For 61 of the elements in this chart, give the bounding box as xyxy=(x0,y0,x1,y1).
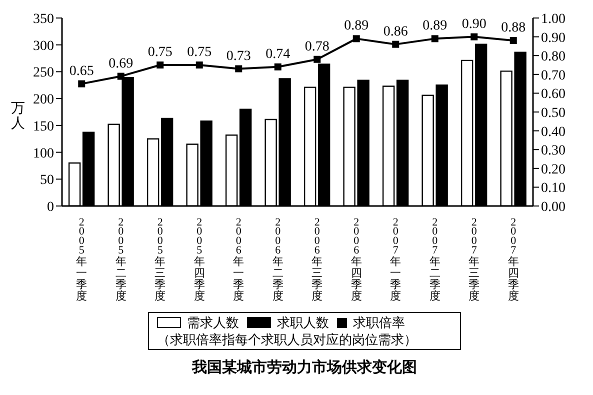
data-label: 0.75 xyxy=(187,45,212,60)
x-tick-label: 2007年四季度 xyxy=(508,216,519,303)
y-tick-label: 100 xyxy=(33,146,54,162)
data-label: 0.90 xyxy=(462,16,486,32)
y2-tick-label: 0.40 xyxy=(541,124,566,140)
x-tick-label: 2007年二季度 xyxy=(429,216,440,303)
y-tick-label: 300 xyxy=(33,38,54,54)
y2-tick-label: 0.90 xyxy=(541,30,566,46)
x-tick-label: 2005年三季度 xyxy=(154,216,166,303)
point xyxy=(314,56,321,63)
data-label: 0.89 xyxy=(344,18,369,34)
data-label: 0.69 xyxy=(108,56,134,72)
x-tick-label: 2007年三季度 xyxy=(468,216,480,303)
point xyxy=(470,33,478,40)
y-axis-title: 万人 xyxy=(11,102,25,132)
point xyxy=(196,62,203,68)
y2-tick-label: 1.00 xyxy=(541,12,566,27)
legend-label: 求职人数 xyxy=(277,314,329,331)
x-tick-label: 2005年一季度 xyxy=(76,216,88,303)
data-label: 0.75 xyxy=(148,45,172,60)
point xyxy=(431,35,438,42)
text: （求职倍率指每个求职人员对应的岗位需求） xyxy=(157,332,417,347)
point xyxy=(510,37,517,44)
point xyxy=(78,80,86,88)
data-label: 0.73 xyxy=(226,48,251,64)
data-label: 0.74 xyxy=(266,46,290,62)
y-tick-label: 200 xyxy=(33,92,54,108)
x-tick-label: 2006年一季度 xyxy=(233,216,244,303)
point xyxy=(274,63,282,70)
x-tick-label: 2006年二季度 xyxy=(272,216,284,303)
x-tick-label: 2005年四季度 xyxy=(194,216,205,303)
y-tick-label: 250 xyxy=(33,66,54,81)
y-tick-label: 50 xyxy=(40,173,54,188)
text: 我国某城市劳动力市场供求变化图 xyxy=(190,358,418,377)
y-tick-label: 0 xyxy=(47,200,54,215)
x-tick-label: 2007年一季度 xyxy=(390,216,402,303)
y2-tick-label: 0.20 xyxy=(541,162,566,178)
y-tick-label: 150 xyxy=(33,119,54,134)
point xyxy=(117,72,124,80)
data-label: 0.86 xyxy=(383,24,408,40)
data-label: 0.88 xyxy=(501,20,526,36)
legend-label: 求职倍率 xyxy=(353,314,405,331)
y2-tick-label: 0.60 xyxy=(541,87,566,102)
legend-label: 需求人数 xyxy=(187,314,239,331)
point xyxy=(235,65,242,72)
x-tick-label: 2006年三季度 xyxy=(312,216,323,303)
point xyxy=(392,40,400,48)
y2-tick-label: 0.00 xyxy=(541,200,566,215)
point xyxy=(156,62,164,68)
y2-tick-label: 0.50 xyxy=(541,106,566,121)
x-tick-label: 2006年四季度 xyxy=(350,216,362,303)
data-label: 0.78 xyxy=(304,39,330,54)
y2-tick-label: 0.10 xyxy=(541,181,566,196)
data-label: 0.65 xyxy=(69,64,94,79)
point xyxy=(352,35,360,42)
y2-tick-label: 0.80 xyxy=(541,50,566,65)
data-label: 0.89 xyxy=(422,18,448,34)
x-tick-label: 2005年二季度 xyxy=(115,216,126,303)
y-tick-label: 350 xyxy=(33,12,54,27)
y2-tick-label: 0.70 xyxy=(541,68,566,84)
y2-tick-label: 0.30 xyxy=(541,144,566,159)
